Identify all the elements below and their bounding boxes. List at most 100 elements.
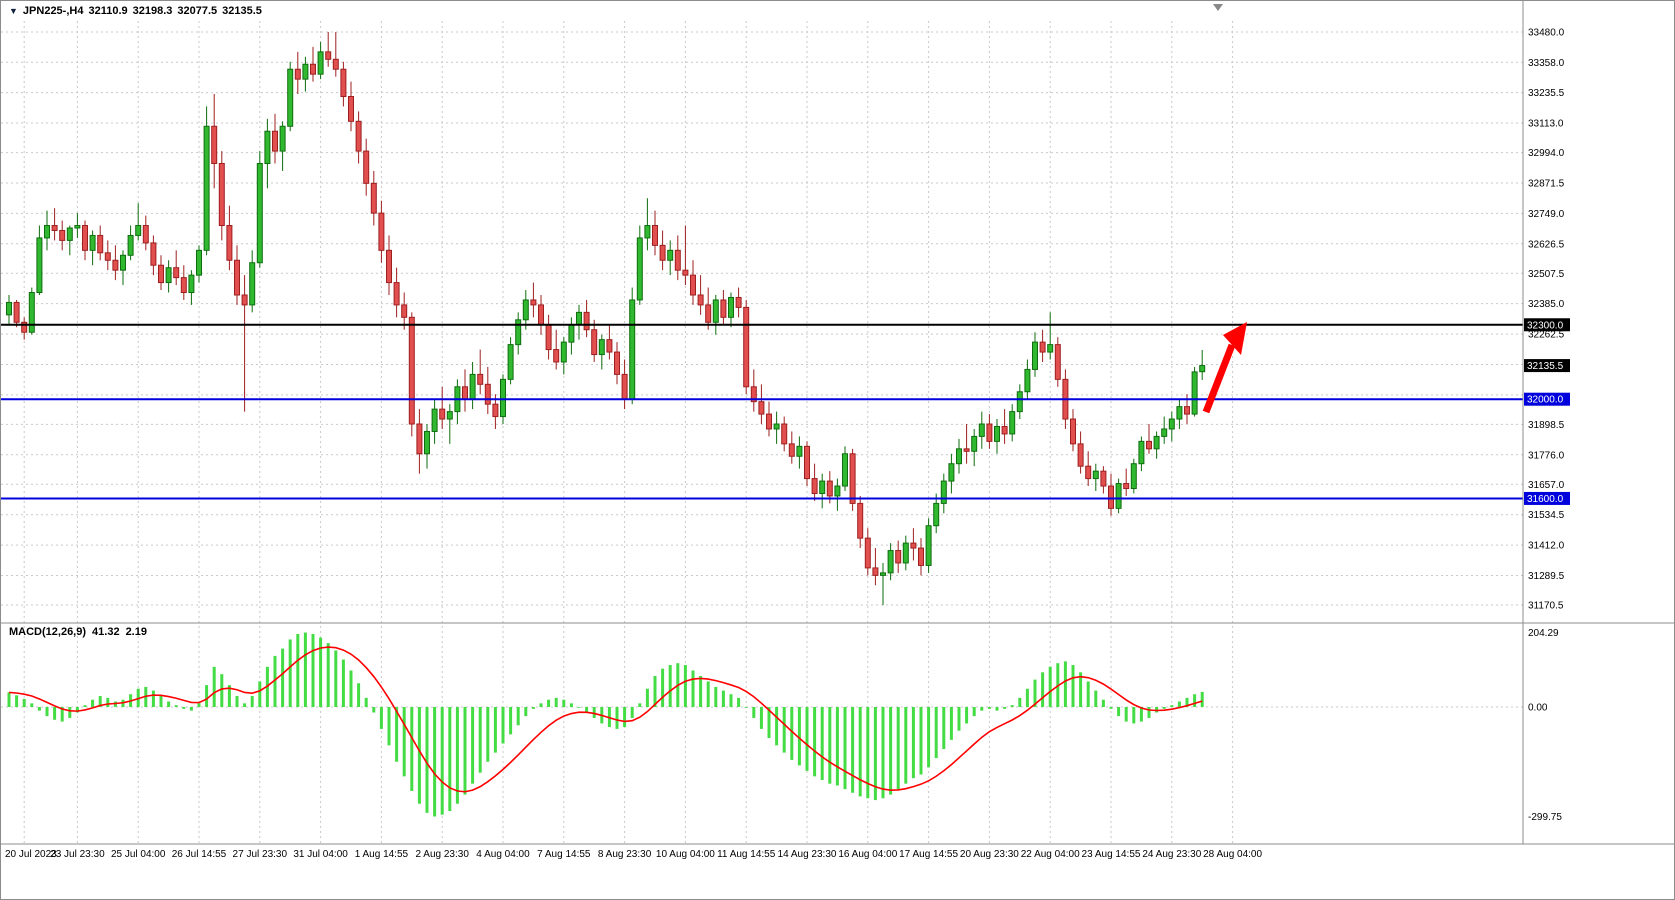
time-axis-label[interactable]: 23 Aug 14:55 [1082,849,1141,860]
macd-axis-label[interactable]: 204.29 [1528,628,1559,639]
time-axis-label[interactable]: 20 Aug 23:30 [960,849,1019,860]
price-axis-label[interactable]: 32262.5 [1528,330,1565,341]
candle-bullish [188,274,195,294]
price-axis-label[interactable]: 31657.0 [1528,480,1565,491]
time-axis-label[interactable]: 26 Jul 14:55 [172,849,227,860]
price-marker-label: 32000.0 [1527,395,1564,406]
macd-histogram-bar [858,707,862,797]
time-axis-label[interactable]: 17 Aug 14:55 [899,849,958,860]
candle-bullish [834,485,841,497]
candle-bearish [234,259,240,296]
time-axis-label[interactable]: 7 Aug 14:55 [537,849,591,860]
candle-bearish [697,294,704,306]
candle-bullish [1153,435,1160,450]
time-axis-label[interactable]: 31 Jul 04:00 [293,849,348,860]
macd-axis-label[interactable]: -299.75 [1528,812,1562,823]
macd-histogram-bar [425,707,429,813]
macd-histogram-bar [934,707,938,759]
trend-arrow-line[interactable] [1202,343,1236,414]
candle-bearish [652,225,658,246]
candle-bearish [1085,465,1092,480]
macd-histogram-bar [630,707,634,718]
time-axis-label[interactable]: 11 Aug 14:55 [717,849,776,860]
macd-histogram-bar [364,697,368,707]
time-axis-label[interactable]: 22 Aug 04:00 [1021,849,1080,860]
candle-bearish [530,299,537,306]
candle-bullish [1138,440,1145,465]
price-axis-label[interactable]: 32385.0 [1528,299,1565,310]
price-axis-label[interactable]: 31534.5 [1528,510,1565,521]
time-axis-label[interactable]: 2 Aug 23:30 [416,849,470,860]
price-axis-label[interactable]: 33358.0 [1528,58,1565,69]
price-axis-label[interactable]: 31289.5 [1528,571,1565,582]
price-axis-label[interactable]: 31776.0 [1528,450,1565,461]
chart-shift-marker[interactable] [1213,4,1223,11]
time-axis-label[interactable]: 27 Jul 23:30 [233,849,288,860]
candle-bullish [302,63,309,80]
time-axis-label[interactable]: 8 Aug 23:30 [598,849,652,860]
macd-axis-label[interactable]: 0.00 [1528,703,1548,714]
candle-bullish [120,254,126,271]
time-axis-label[interactable]: 28 Aug 04:00 [1203,849,1262,860]
time-axis-label[interactable]: 1 Aug 14:55 [355,849,409,860]
macd-histogram-bar [949,707,953,740]
macd-histogram-bar [1079,672,1083,707]
candle-bullish [279,125,286,152]
macd-histogram-bar [410,707,414,791]
macd-histogram-bar [668,665,672,707]
price-axis-label[interactable]: 32749.0 [1528,209,1565,220]
candle-bearish [705,304,712,323]
macd-histogram-bar [326,643,330,707]
candle-bearish [180,277,187,294]
trend-arrow-head[interactable] [1223,322,1247,355]
price-axis-label[interactable]: 32994.0 [1528,148,1565,159]
price-axis-label[interactable]: 33480.0 [1528,28,1565,39]
time-axis-label[interactable]: 10 Aug 04:00 [656,849,715,860]
price-axis-label[interactable]: 33235.5 [1528,88,1565,99]
time-axis-label[interactable]: 24 Aug 23:30 [1142,849,1201,860]
candle-bullish [956,448,962,465]
candle-bearish [272,130,278,152]
macd-histogram-bar [972,707,976,717]
macd-histogram-bar [235,696,239,707]
macd-histogram-bar [60,707,64,722]
candle-bearish [674,249,681,271]
macd-histogram-bar [30,703,34,707]
symbol-dropdown-icon[interactable]: ▼ [9,6,18,16]
price-axis-label[interactable]: 31898.5 [1528,420,1565,431]
candle-bullish [773,423,780,430]
time-axis-label[interactable]: 20 Jul 2023 [5,849,57,860]
time-axis-label[interactable]: 23 Jul 23:30 [50,849,105,860]
time-axis-label[interactable]: 4 Aug 04:00 [476,849,530,860]
macd-histogram-bar [417,707,421,804]
candle-bullish [500,378,506,418]
candle-bearish [986,423,993,442]
candle-bearish [386,249,392,284]
candle-bearish [826,480,833,497]
candle-bearish [781,423,788,445]
macd-histogram-bar [911,707,915,779]
macd-histogram-bar [638,703,642,707]
macd-histogram-bar [478,707,482,773]
candle-bullish [256,162,263,264]
macd-histogram-bar [448,707,452,812]
macd-histogram-bar [68,707,72,718]
macd-histogram-bar [585,707,589,713]
candle-bearish [849,453,856,504]
candle-bullish [515,319,522,346]
candle-bearish [743,306,750,388]
candle-bearish [872,567,879,576]
price-axis-label[interactable]: 32507.5 [1528,269,1565,280]
price-axis-label[interactable]: 32871.5 [1528,178,1565,189]
price-axis-label[interactable]: 33113.0 [1528,119,1564,130]
time-axis-label[interactable]: 14 Aug 23:30 [778,849,837,860]
candle-bearish [804,445,810,480]
price-axis-label[interactable]: 31170.5 [1528,601,1564,612]
time-axis-label[interactable]: 16 Aug 04:00 [838,849,897,860]
price-axis-label[interactable]: 31412.0 [1528,541,1565,552]
candle-bearish [1123,483,1130,490]
time-axis-label[interactable]: 25 Jul 04:00 [111,849,166,860]
price-axis-label[interactable]: 32626.5 [1528,239,1565,250]
candle-bearish [416,423,423,455]
